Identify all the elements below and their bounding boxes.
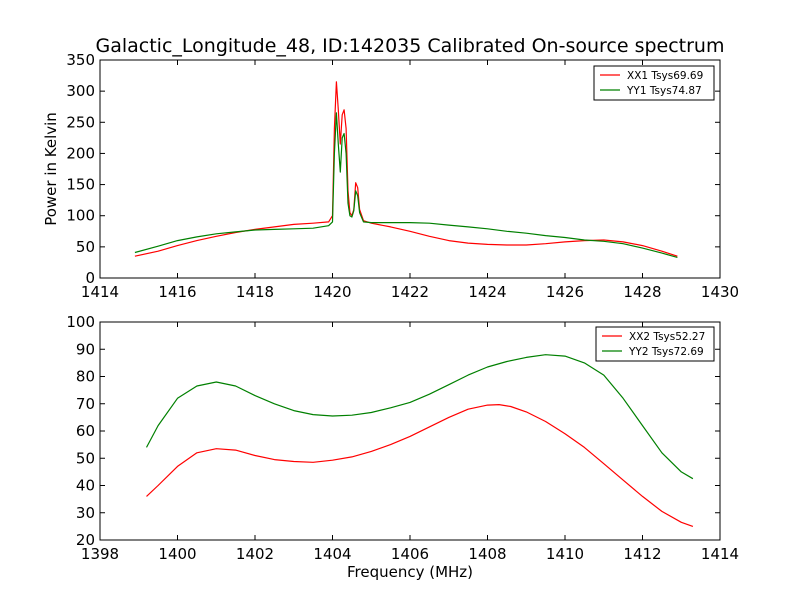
top-x-tick-label: 1424	[468, 283, 506, 301]
bottom-axes-frame	[99, 321, 721, 541]
top-series-line-yy	[134, 112, 678, 258]
top-tick-labels: 1414 1416 1418 1420 1422 1424 1426 1428 1430 0 50 1…	[66, 51, 739, 301]
bottom-x-tick-label: 1410	[546, 545, 584, 563]
bottom-y-tick-label: 80	[76, 368, 95, 386]
top-legend: XX1 Tsys69.69 YY1 Tsys74.87	[593, 65, 715, 101]
top-y-tick-label: 50	[76, 238, 95, 256]
top-y-tick-label: 0	[85, 269, 95, 287]
bottom-legend: XX2 Tsys52.27 YY2 Tsys72.69	[595, 326, 715, 362]
top-x-tick-label: 1416	[158, 283, 196, 301]
bottom-series-line-yy	[145, 354, 694, 480]
bottom-series-line-xx	[146, 404, 694, 527]
bottom-spectrum-panel: 1398 1400 1402 1404 1406 1408 1410 1412 1414 20 30…	[66, 313, 739, 581]
top-x-tick-label: 1426	[546, 283, 584, 301]
bottom-x-tick-label: 1400	[158, 545, 196, 563]
top-y-tick-label: 250	[66, 113, 95, 131]
top-series-lines	[134, 81, 678, 258]
bottom-tick-labels: 1398 1400 1402 1404 1406 1408 1410 1412 1414 20 30…	[66, 313, 739, 563]
bottom-y-tick-label: 90	[76, 340, 95, 358]
bottom-x-tick-label: 1402	[236, 545, 274, 563]
top-x-tick-label: 1430	[701, 283, 739, 301]
bottom-y-tick-label: 30	[76, 504, 95, 522]
bottom-x-tick-label: 1414	[701, 545, 739, 563]
top-y-tick-label: 200	[66, 144, 95, 162]
bottom-legend-label-xx2: XX2 Tsys52.27	[629, 331, 705, 343]
bottom-x-tick-label: 1408	[468, 545, 506, 563]
top-y-tick-label: 300	[66, 82, 95, 100]
top-y-tick-label: 100	[66, 207, 95, 225]
bottom-series-lines	[145, 354, 694, 527]
top-legend-label-xx1: XX1 Tsys69.69	[627, 70, 703, 82]
bottom-y-tick-label: 20	[76, 531, 95, 549]
bottom-x-tick-label: 1412	[623, 545, 661, 563]
bottom-y-tick-label: 40	[76, 477, 95, 495]
top-x-tick-label: 1428	[623, 283, 661, 301]
bottom-x-axis-label: Frequency (MHz)	[347, 563, 473, 581]
top-spectrum-panel: 1414 1416 1418 1420 1422 1424 1426 1428 1430 0 50 1…	[42, 51, 739, 301]
top-x-tick-label: 1414	[81, 283, 119, 301]
bottom-x-tick-label: 1404	[313, 545, 351, 563]
top-x-tick-label: 1422	[391, 283, 429, 301]
bottom-y-tick-label: 60	[76, 422, 95, 440]
top-y-axis-label: Power in Kelvin	[42, 112, 60, 226]
top-axes-frame	[99, 59, 721, 279]
top-y-tick-label: 350	[66, 51, 95, 69]
chart-title: Galactic_Longitude_48, ID:142035 Calibra…	[96, 35, 725, 57]
bottom-y-tick-label: 70	[76, 395, 95, 413]
top-x-tick-label: 1420	[313, 283, 351, 301]
bottom-x-tick-label: 1398	[81, 545, 119, 563]
bottom-legend-box	[595, 326, 715, 362]
top-y-tick-label: 150	[66, 176, 95, 194]
bottom-legend-label-yy2: YY2 Tsys72.69	[628, 346, 704, 358]
top-x-tick-label: 1418	[236, 283, 274, 301]
bottom-x-tick-label: 1406	[391, 545, 429, 563]
bottom-y-tick-label: 50	[76, 449, 95, 467]
bottom-y-tick-label: 100	[66, 313, 95, 331]
top-legend-box	[593, 65, 715, 101]
top-legend-label-yy1: YY1 Tsys74.87	[626, 85, 702, 97]
